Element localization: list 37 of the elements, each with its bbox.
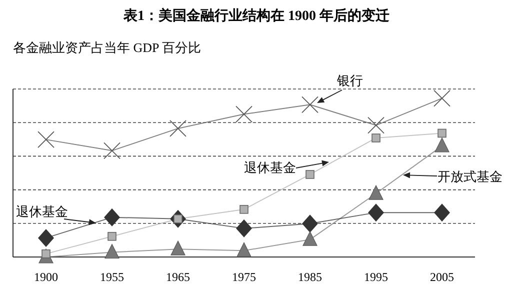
- point: [236, 219, 252, 238]
- x-tick-label: 1995: [364, 270, 388, 284]
- chart-title: 表1：美国金融行业结构在 1900 年后的变迁: [122, 7, 390, 24]
- x-tick-label: 1975: [232, 270, 256, 284]
- point: [240, 204, 248, 214]
- point: [368, 204, 384, 222]
- point: [236, 242, 252, 257]
- series-label: 开放式基金: [438, 169, 502, 184]
- x-tick-label: 2005: [430, 270, 454, 284]
- y-axis-title: 各金融业资产占当年 GDP 百分比: [13, 40, 202, 55]
- point: [104, 142, 120, 160]
- point: [434, 138, 450, 152]
- point: [108, 232, 116, 241]
- point: [170, 240, 186, 256]
- point: [236, 106, 252, 123]
- point: [302, 214, 318, 233]
- point: [434, 204, 450, 222]
- point: [368, 185, 384, 200]
- x-tick-label: 1900: [34, 270, 58, 284]
- point: [302, 231, 318, 246]
- point: [170, 120, 186, 137]
- series-label: 退休基金: [244, 160, 296, 175]
- series-label: 退休基金: [16, 204, 68, 219]
- point: [438, 128, 446, 138]
- point: [104, 244, 120, 259]
- point: [104, 208, 120, 226]
- point: [302, 96, 318, 114]
- series-label: 银行: [336, 73, 363, 88]
- point: [372, 134, 380, 142]
- point: [306, 170, 314, 179]
- x-tick-label: 1955: [100, 270, 124, 284]
- point: [38, 228, 54, 247]
- point: [434, 90, 450, 107]
- point: [38, 131, 54, 148]
- x-tick-label: 1985: [298, 270, 322, 284]
- point: [368, 116, 384, 134]
- x-tick-label: 1965: [166, 270, 190, 284]
